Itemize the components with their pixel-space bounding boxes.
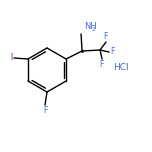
Text: F: F xyxy=(43,106,47,115)
Text: F: F xyxy=(103,32,107,41)
Text: HCl: HCl xyxy=(113,64,129,73)
Text: F: F xyxy=(99,60,103,69)
Text: F: F xyxy=(110,47,114,57)
Text: 2: 2 xyxy=(92,27,95,32)
Text: I: I xyxy=(11,54,13,62)
Text: NH: NH xyxy=(84,22,97,31)
